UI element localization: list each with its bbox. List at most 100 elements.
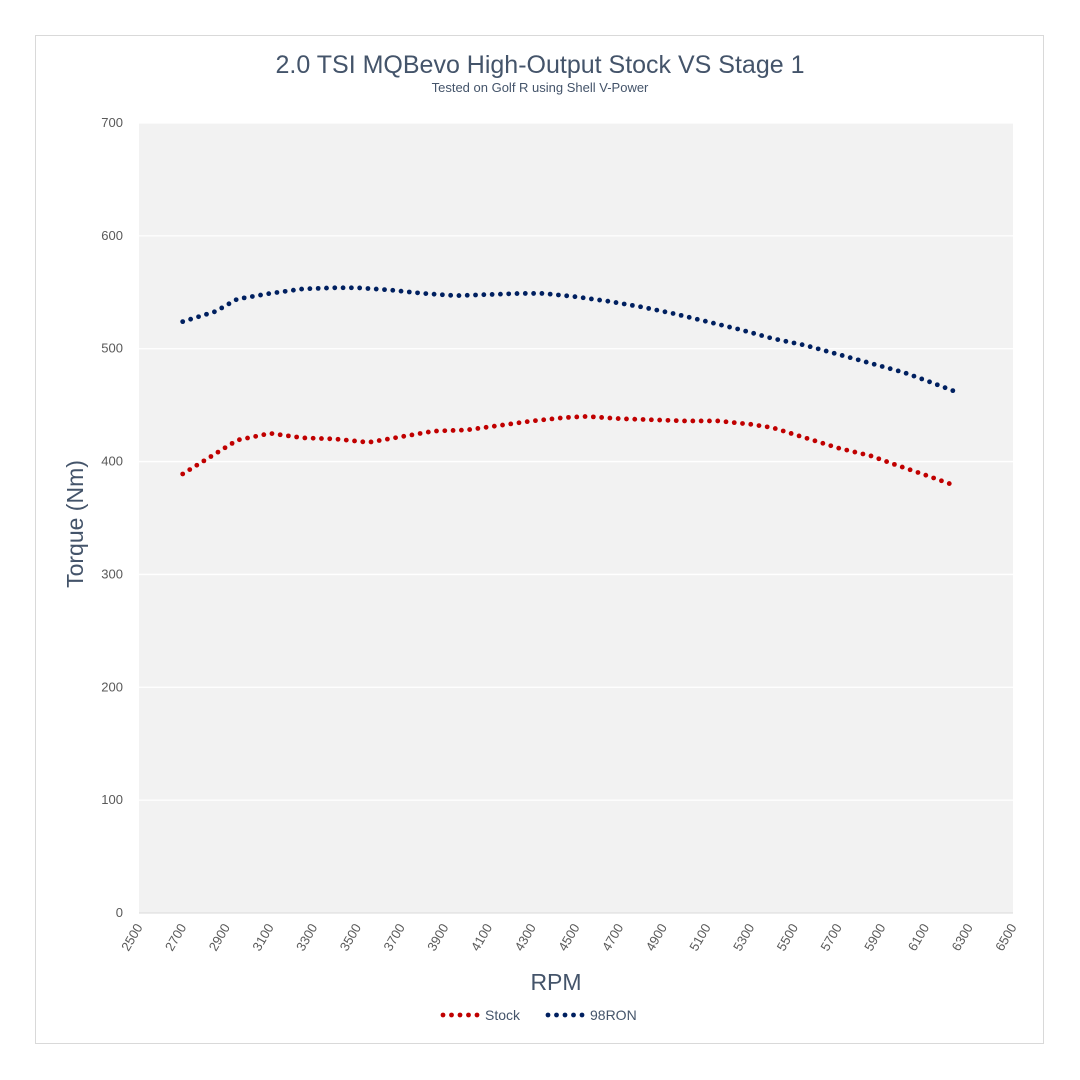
data-point	[588, 296, 594, 302]
legend-marker	[457, 1012, 463, 1018]
data-point	[229, 440, 235, 446]
legend-label: Stock	[485, 1007, 521, 1023]
data-point	[269, 431, 275, 437]
x-tick-label: 4900	[643, 921, 670, 954]
data-point	[847, 355, 853, 361]
data-point	[522, 291, 528, 296]
torque-chart: 2.0 TSI MQBevo High-Output Stock VS Stag…	[62, 51, 1020, 1023]
data-point	[194, 462, 200, 468]
data-point	[879, 364, 885, 369]
data-point	[467, 427, 473, 432]
data-point	[711, 320, 716, 326]
data-point	[605, 298, 611, 304]
data-point	[524, 419, 530, 425]
data-point	[557, 415, 563, 421]
series-layer	[180, 285, 956, 486]
data-point	[415, 290, 420, 296]
data-point	[632, 416, 638, 422]
data-point	[258, 292, 263, 298]
data-point	[743, 328, 749, 334]
y-axis-title: Torque (Nm)	[62, 460, 88, 588]
data-point	[791, 340, 797, 346]
data-point	[686, 314, 692, 320]
data-point	[572, 294, 578, 300]
data-point	[514, 291, 520, 296]
data-point	[775, 337, 781, 343]
y-tick-label: 600	[101, 228, 123, 243]
data-point	[398, 288, 404, 294]
data-point	[310, 435, 316, 441]
data-point	[489, 292, 495, 297]
data-point	[547, 291, 553, 297]
data-point	[783, 338, 789, 344]
x-tick-label: 6100	[905, 921, 932, 954]
data-point	[665, 417, 671, 423]
data-point	[799, 342, 805, 348]
x-tick-label: 3500	[337, 921, 364, 954]
data-point	[868, 453, 874, 459]
data-point	[876, 456, 882, 462]
data-point	[597, 297, 603, 303]
data-point	[911, 373, 917, 379]
data-point	[574, 414, 580, 420]
data-point	[678, 312, 684, 318]
data-point	[715, 418, 721, 424]
data-point	[702, 318, 708, 324]
data-point	[820, 440, 826, 446]
data-point	[887, 366, 893, 372]
data-point	[629, 302, 635, 308]
data-point	[892, 461, 897, 467]
data-point	[860, 451, 866, 457]
series-98ron	[180, 285, 956, 394]
data-point	[566, 414, 571, 420]
data-point	[222, 445, 228, 451]
data-point	[871, 361, 877, 367]
data-point	[735, 326, 741, 332]
data-point	[767, 335, 773, 341]
data-point	[188, 316, 194, 322]
y-tick-label: 200	[101, 679, 123, 694]
data-point	[807, 344, 813, 350]
data-point	[458, 427, 464, 433]
data-point	[226, 301, 232, 307]
data-point	[294, 434, 300, 440]
data-point	[531, 291, 537, 296]
data-point	[352, 438, 357, 444]
data-point	[357, 285, 363, 291]
y-tick-label: 700	[101, 115, 123, 130]
data-point	[788, 431, 794, 436]
data-point	[946, 481, 952, 486]
data-point	[855, 357, 861, 363]
data-point	[723, 419, 729, 425]
x-tick-label: 5300	[730, 921, 757, 954]
legend-marker	[466, 1012, 471, 1018]
data-point	[500, 422, 505, 428]
x-tick-label: 5500	[774, 921, 801, 954]
legend-marker	[562, 1012, 568, 1018]
data-point	[599, 415, 605, 420]
x-tick-label: 2500	[118, 921, 145, 954]
data-point	[456, 293, 462, 298]
data-point	[277, 432, 283, 438]
data-point	[590, 414, 596, 420]
data-point	[373, 286, 379, 292]
x-tick-label: 6300	[948, 921, 975, 954]
data-point	[282, 288, 288, 294]
x-tick-label: 5100	[686, 921, 713, 954]
series-stock	[180, 414, 952, 486]
data-point	[942, 385, 948, 391]
data-point	[442, 428, 448, 434]
legend-marker	[449, 1012, 454, 1018]
data-point	[448, 292, 454, 298]
data-point	[615, 416, 621, 421]
data-point	[719, 322, 724, 328]
data-point	[839, 353, 845, 358]
legend-marker	[545, 1012, 551, 1018]
data-point	[483, 424, 489, 430]
data-point	[423, 291, 429, 297]
plot-area	[139, 123, 1013, 913]
data-point	[812, 438, 818, 444]
data-point	[698, 418, 704, 424]
data-point	[253, 433, 259, 439]
data-point	[899, 464, 905, 470]
